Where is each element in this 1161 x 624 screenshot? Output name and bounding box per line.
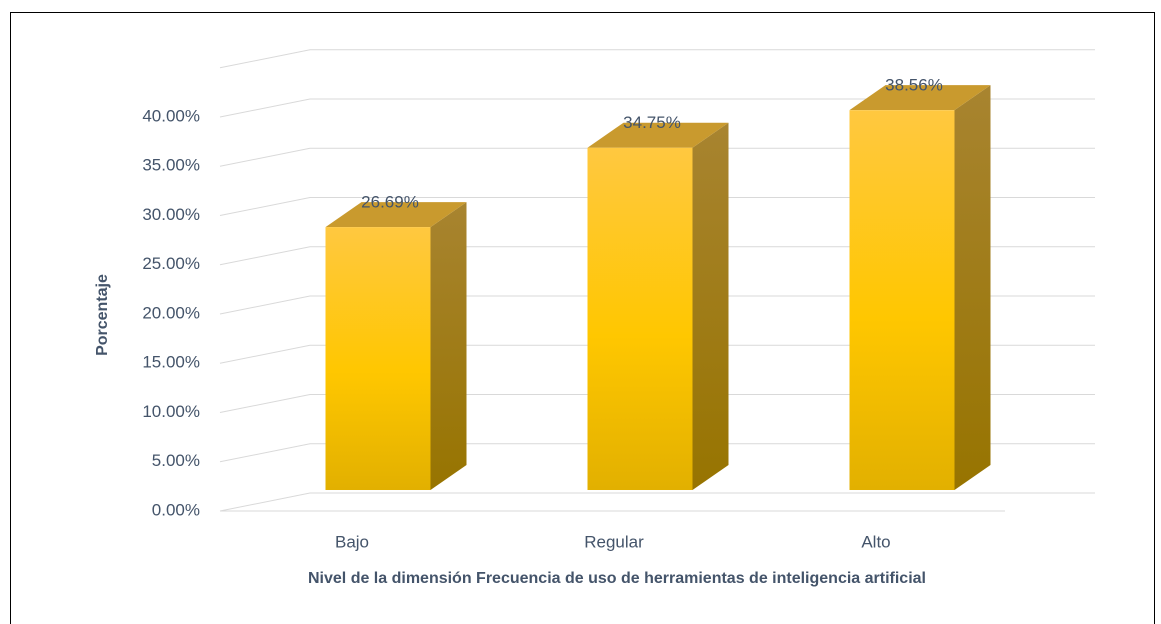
grid-line (219, 344, 1095, 364)
y-tick-label: 5.00% (152, 451, 200, 470)
bar-side (692, 122, 729, 491)
bar-top (325, 202, 467, 228)
data-label: 34.75% (623, 113, 681, 132)
y-tick-label: 30.00% (142, 205, 200, 224)
grid-line (219, 443, 1095, 463)
grid-line (219, 147, 1095, 167)
y-tick-label: 20.00% (142, 303, 200, 322)
bar (587, 147, 693, 490)
x-tick-label: Bajo (335, 532, 369, 551)
grid-line (219, 197, 1095, 216)
y-tick-label: 40.00% (142, 106, 200, 125)
y-tick-label: 0.00% (152, 500, 200, 519)
bar-top (587, 122, 729, 148)
y-axis-title: Porcentaje (94, 274, 111, 356)
y-tick-label: 10.00% (142, 402, 200, 421)
x-tick-label: Regular (584, 532, 644, 551)
grid-line (219, 492, 1095, 512)
data-label: 38.56% (885, 76, 943, 95)
x-axis-title: Nivel de la dimensión Frecuencia de uso … (308, 570, 926, 587)
grid-line (219, 295, 1095, 315)
grid-line (219, 394, 1095, 413)
y-tick-label: 15.00% (142, 353, 200, 372)
bar-side (430, 202, 467, 490)
data-label: 26.69% (361, 193, 419, 212)
grid-line (219, 98, 1095, 118)
bar-top (849, 85, 991, 111)
bar (849, 110, 955, 491)
y-tick-label: 35.00% (142, 156, 200, 175)
frame (10, 12, 1155, 624)
grid-line (219, 246, 1095, 266)
y-tick-label: 25.00% (142, 254, 200, 273)
bar-side (954, 85, 991, 491)
x-tick-label: Alto (861, 532, 890, 551)
grid-line (219, 49, 1095, 69)
bar (325, 227, 431, 490)
